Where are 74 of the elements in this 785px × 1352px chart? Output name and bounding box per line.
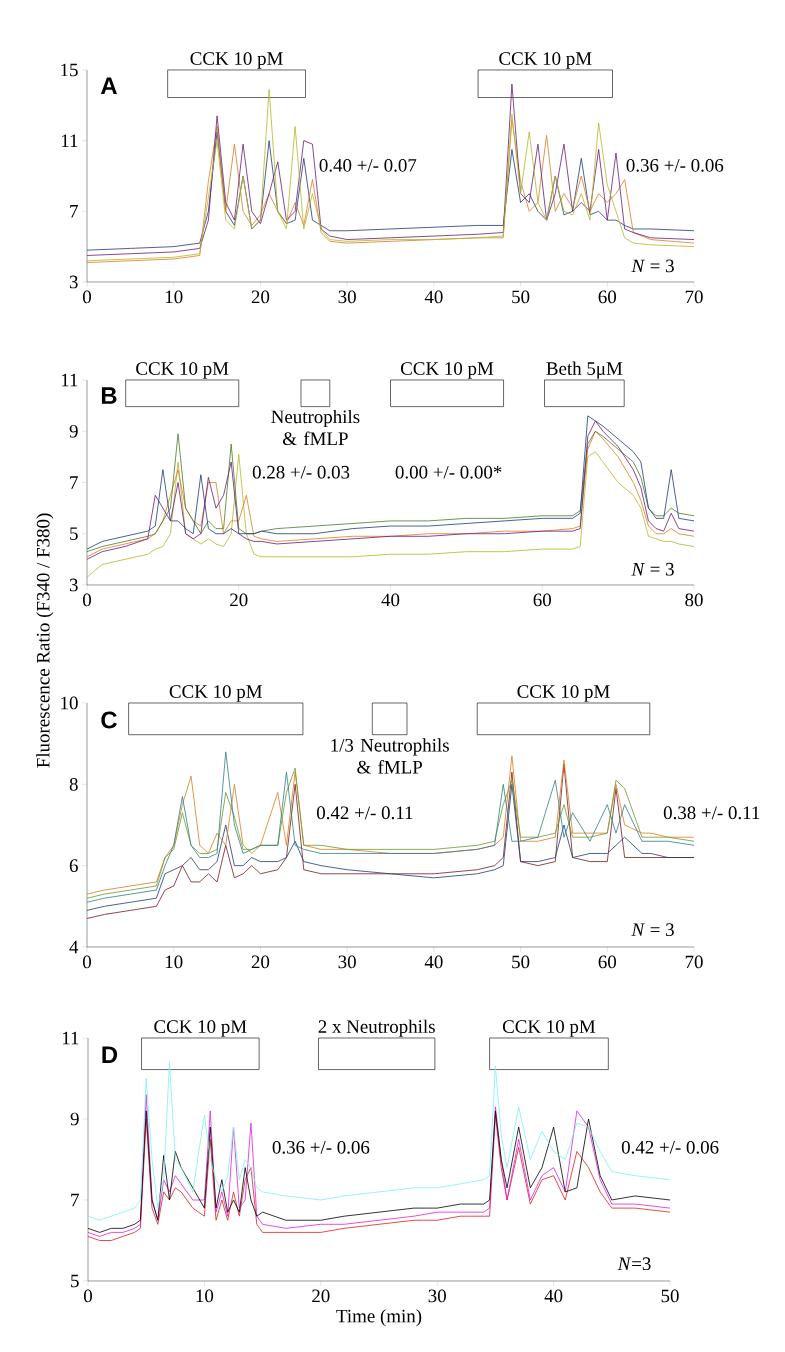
y-tick-label: 7 [71, 1193, 79, 1207]
y-tick-label: 11 [61, 134, 78, 147]
y-tick-label: 7 [70, 476, 78, 489]
chart-title: D [102, 1046, 118, 1063]
annotation: 0.42 +/- 0.11 [316, 806, 413, 820]
x-tick-label: 50 [661, 1289, 679, 1303]
x-tick-label: 10 [165, 955, 183, 969]
chart-title: C [101, 711, 117, 729]
x-tick-label: 30 [338, 290, 356, 304]
band-label: Neutrophils & fMLP [271, 409, 360, 446]
annotation: N = 3 [631, 923, 674, 937]
annotation: N=3 [617, 1257, 651, 1271]
x-tick-label: 50 [512, 290, 530, 304]
band-label: 1/3 Neutrophils & fMLP [331, 738, 449, 774]
x-tick-label: 70 [685, 290, 703, 304]
x-tick-label: 50 [512, 955, 530, 969]
band-label: CCK 10 pM [502, 1020, 596, 1037]
y-tick-label: 9 [69, 424, 78, 438]
x-tick-label: 30 [338, 955, 356, 969]
x-tick-label: 60 [598, 955, 617, 969]
x-tick-label: 40 [424, 290, 443, 304]
chart-title: A [100, 77, 117, 94]
y-tick-label: 4 [69, 940, 79, 954]
y-tick-label: 11 [62, 1031, 79, 1045]
y-tick-label: 5 [71, 1274, 79, 1288]
x-tick-label: 20 [251, 955, 270, 969]
annotation: N = 3 [631, 259, 674, 273]
y-tick-label: 6 [69, 859, 78, 873]
annotation: 0.38 +/- 0.11 [663, 806, 760, 820]
y-tick-label: 9 [70, 1112, 79, 1126]
band-label: CCK 10 pM [401, 362, 494, 379]
chart-title: B [101, 387, 117, 404]
annotation: 0.36 +/- 0.06 [272, 1140, 370, 1154]
annotation: 0.28 +/- 0.03 [252, 465, 350, 479]
band-label: CCK 10 pM [154, 1020, 247, 1037]
y-tick-label: 7 [70, 205, 78, 218]
y-tick-label: 11 [61, 373, 78, 387]
y-tick-label: 3 [69, 578, 78, 592]
x-tick-label: 40 [424, 955, 443, 969]
band-label: 2 x Neutrophils [318, 1019, 435, 1037]
annotation: N = 3 [631, 562, 674, 576]
band-label: CCK 10 pM [190, 52, 283, 69]
annotation: 0.00 +/- 0.00* [395, 465, 502, 479]
y-tick-label: 15 [61, 63, 78, 77]
y-tick-label: 10 [61, 696, 78, 710]
x-tick-label: 20 [251, 290, 270, 304]
x-tick-label: 30 [428, 1289, 446, 1303]
x-tick-label: 70 [685, 955, 703, 969]
x-tick-label: 60 [533, 593, 551, 607]
x-axis-title: Time (min) [336, 1309, 422, 1327]
x-tick-label: 40 [544, 1289, 563, 1303]
y-axis-title: Fluorescence Ratio (F340 / F380) [36, 513, 54, 768]
band-label: CCK 10 pM [169, 685, 263, 702]
x-tick-label: 60 [598, 290, 617, 304]
band-label: Beth 5μM [546, 361, 623, 379]
annotation: 0.40 +/- 0.07 [319, 158, 417, 172]
annotation: 0.42 +/- 0.06 [621, 1140, 719, 1154]
x-tick-label: 10 [196, 1289, 214, 1303]
annotation: 0.36 +/- 0.06 [626, 158, 724, 172]
y-tick-label: 8 [69, 777, 78, 791]
band-label: CCK 10 pM [517, 685, 610, 702]
x-tick-label: 20 [312, 1289, 330, 1303]
band-label: CCK 10 pM [499, 52, 592, 69]
x-tick-label: 40 [381, 593, 400, 607]
x-tick-label: 0 [82, 593, 91, 607]
x-tick-label: 20 [230, 593, 248, 607]
x-tick-label: 80 [685, 593, 703, 607]
y-tick-label: 5 [70, 527, 78, 541]
band-label: CCK 10 pM [136, 362, 229, 379]
x-tick-label: 0 [82, 290, 91, 304]
x-tick-label: 0 [82, 955, 91, 969]
x-tick-label: 0 [83, 1289, 92, 1303]
x-tick-label: 10 [165, 290, 183, 304]
y-tick-label: 3 [69, 275, 78, 289]
